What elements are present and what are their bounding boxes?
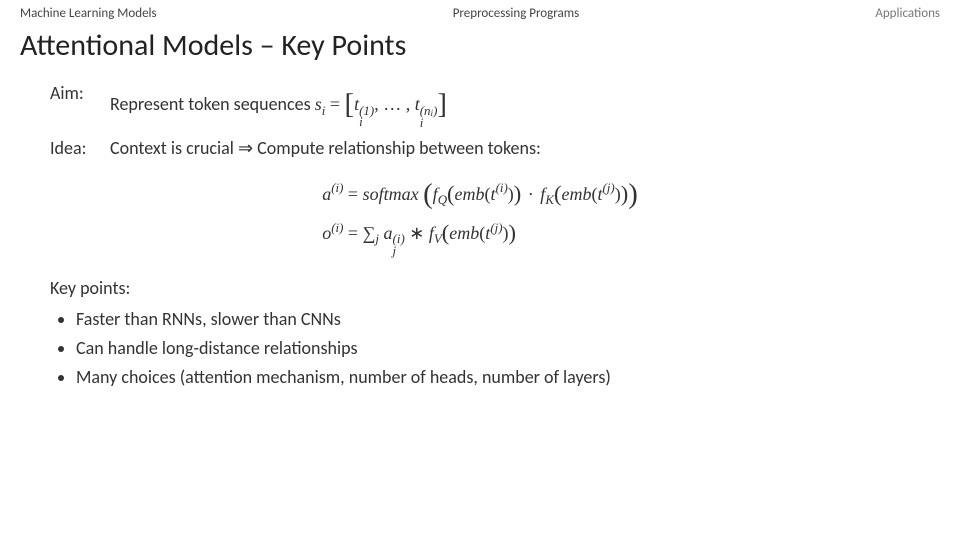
- slide-body: Aim: Represent token sequences si = [t(1…: [0, 80, 960, 391]
- nav-item-ml-models: Machine Learning Models: [20, 6, 157, 21]
- keypoints-list: Faster than RNNs, slower than CNNs Can h…: [50, 306, 910, 391]
- list-item: Faster than RNNs, slower than CNNs: [76, 306, 910, 333]
- aim-math: si = [t(1)i, … , t(ni)i]: [315, 94, 447, 114]
- aim-text: Represent token sequences si = [t(1)i, ……: [110, 80, 910, 129]
- keypoints-label: Key points:: [50, 275, 910, 302]
- idea-label: Idea:: [50, 135, 110, 162]
- nav-item-applications: Applications: [875, 6, 940, 21]
- aim-row: Aim: Represent token sequences si = [t(1…: [50, 80, 910, 129]
- idea-text: Context is crucial ⇒ Compute relationshi…: [110, 135, 910, 162]
- list-item: Many choices (attention mechanism, numbe…: [76, 364, 910, 391]
- list-item: Can handle long-distance relationships: [76, 335, 910, 362]
- aim-label: Aim:: [50, 80, 110, 129]
- equation-output: o(i) = ∑j a(i)j ∗ fV(emb(t(j))): [322, 215, 638, 257]
- slide-title: Attentional Models – Key Points: [0, 23, 960, 80]
- aim-prefix: Represent token sequences: [110, 93, 315, 115]
- idea-row: Idea: Context is crucial ⇒ Compute relat…: [50, 135, 910, 162]
- equation-attention: a(i) = softmax (fQ(emb(t(i))) · fK(emb(t…: [322, 170, 638, 213]
- nav-item-preprocessing: Preprocessing Programs: [157, 6, 876, 21]
- top-nav: Machine Learning Models Preprocessing Pr…: [0, 0, 960, 23]
- equation-block: a(i) = softmax (fQ(emb(t(i))) · fK(emb(t…: [50, 168, 910, 259]
